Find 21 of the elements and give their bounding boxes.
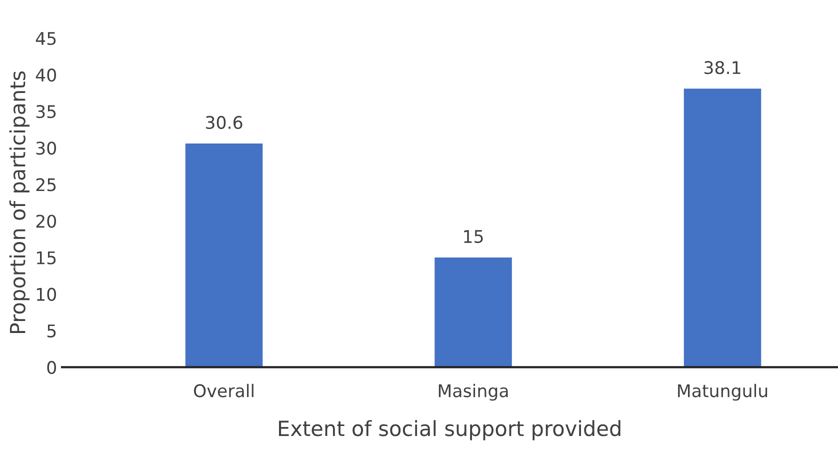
- y-tick-label: 15: [36, 251, 56, 264]
- y-tick-label: 10: [36, 288, 56, 301]
- x-axis-title: Extent of social support provided: [279, 420, 620, 440]
- y-tick-label: 40: [36, 68, 56, 82]
- y-tick-label: 30: [36, 142, 56, 155]
- y-tick-label: 20: [36, 214, 56, 228]
- bar: [434, 258, 512, 368]
- x-tick-label: Masinga: [438, 384, 508, 401]
- data-label: 38.1: [704, 61, 740, 74]
- y-axis-title: Proportion of participants: [9, 71, 30, 334]
- data-label: 30.6: [206, 116, 242, 130]
- bar: [684, 88, 762, 368]
- y-tick-label: 25: [36, 178, 56, 192]
- x-tick-label: Overall: [194, 384, 254, 398]
- y-tick-label: 45: [36, 32, 56, 46]
- bar: [185, 143, 263, 368]
- y-tick-label: 35: [36, 105, 56, 118]
- y-tick-label: 5: [47, 324, 56, 338]
- y-tick-label: 0: [47, 360, 56, 374]
- x-tick-label: Matungulu: [678, 384, 768, 401]
- data-label: 15: [464, 230, 483, 244]
